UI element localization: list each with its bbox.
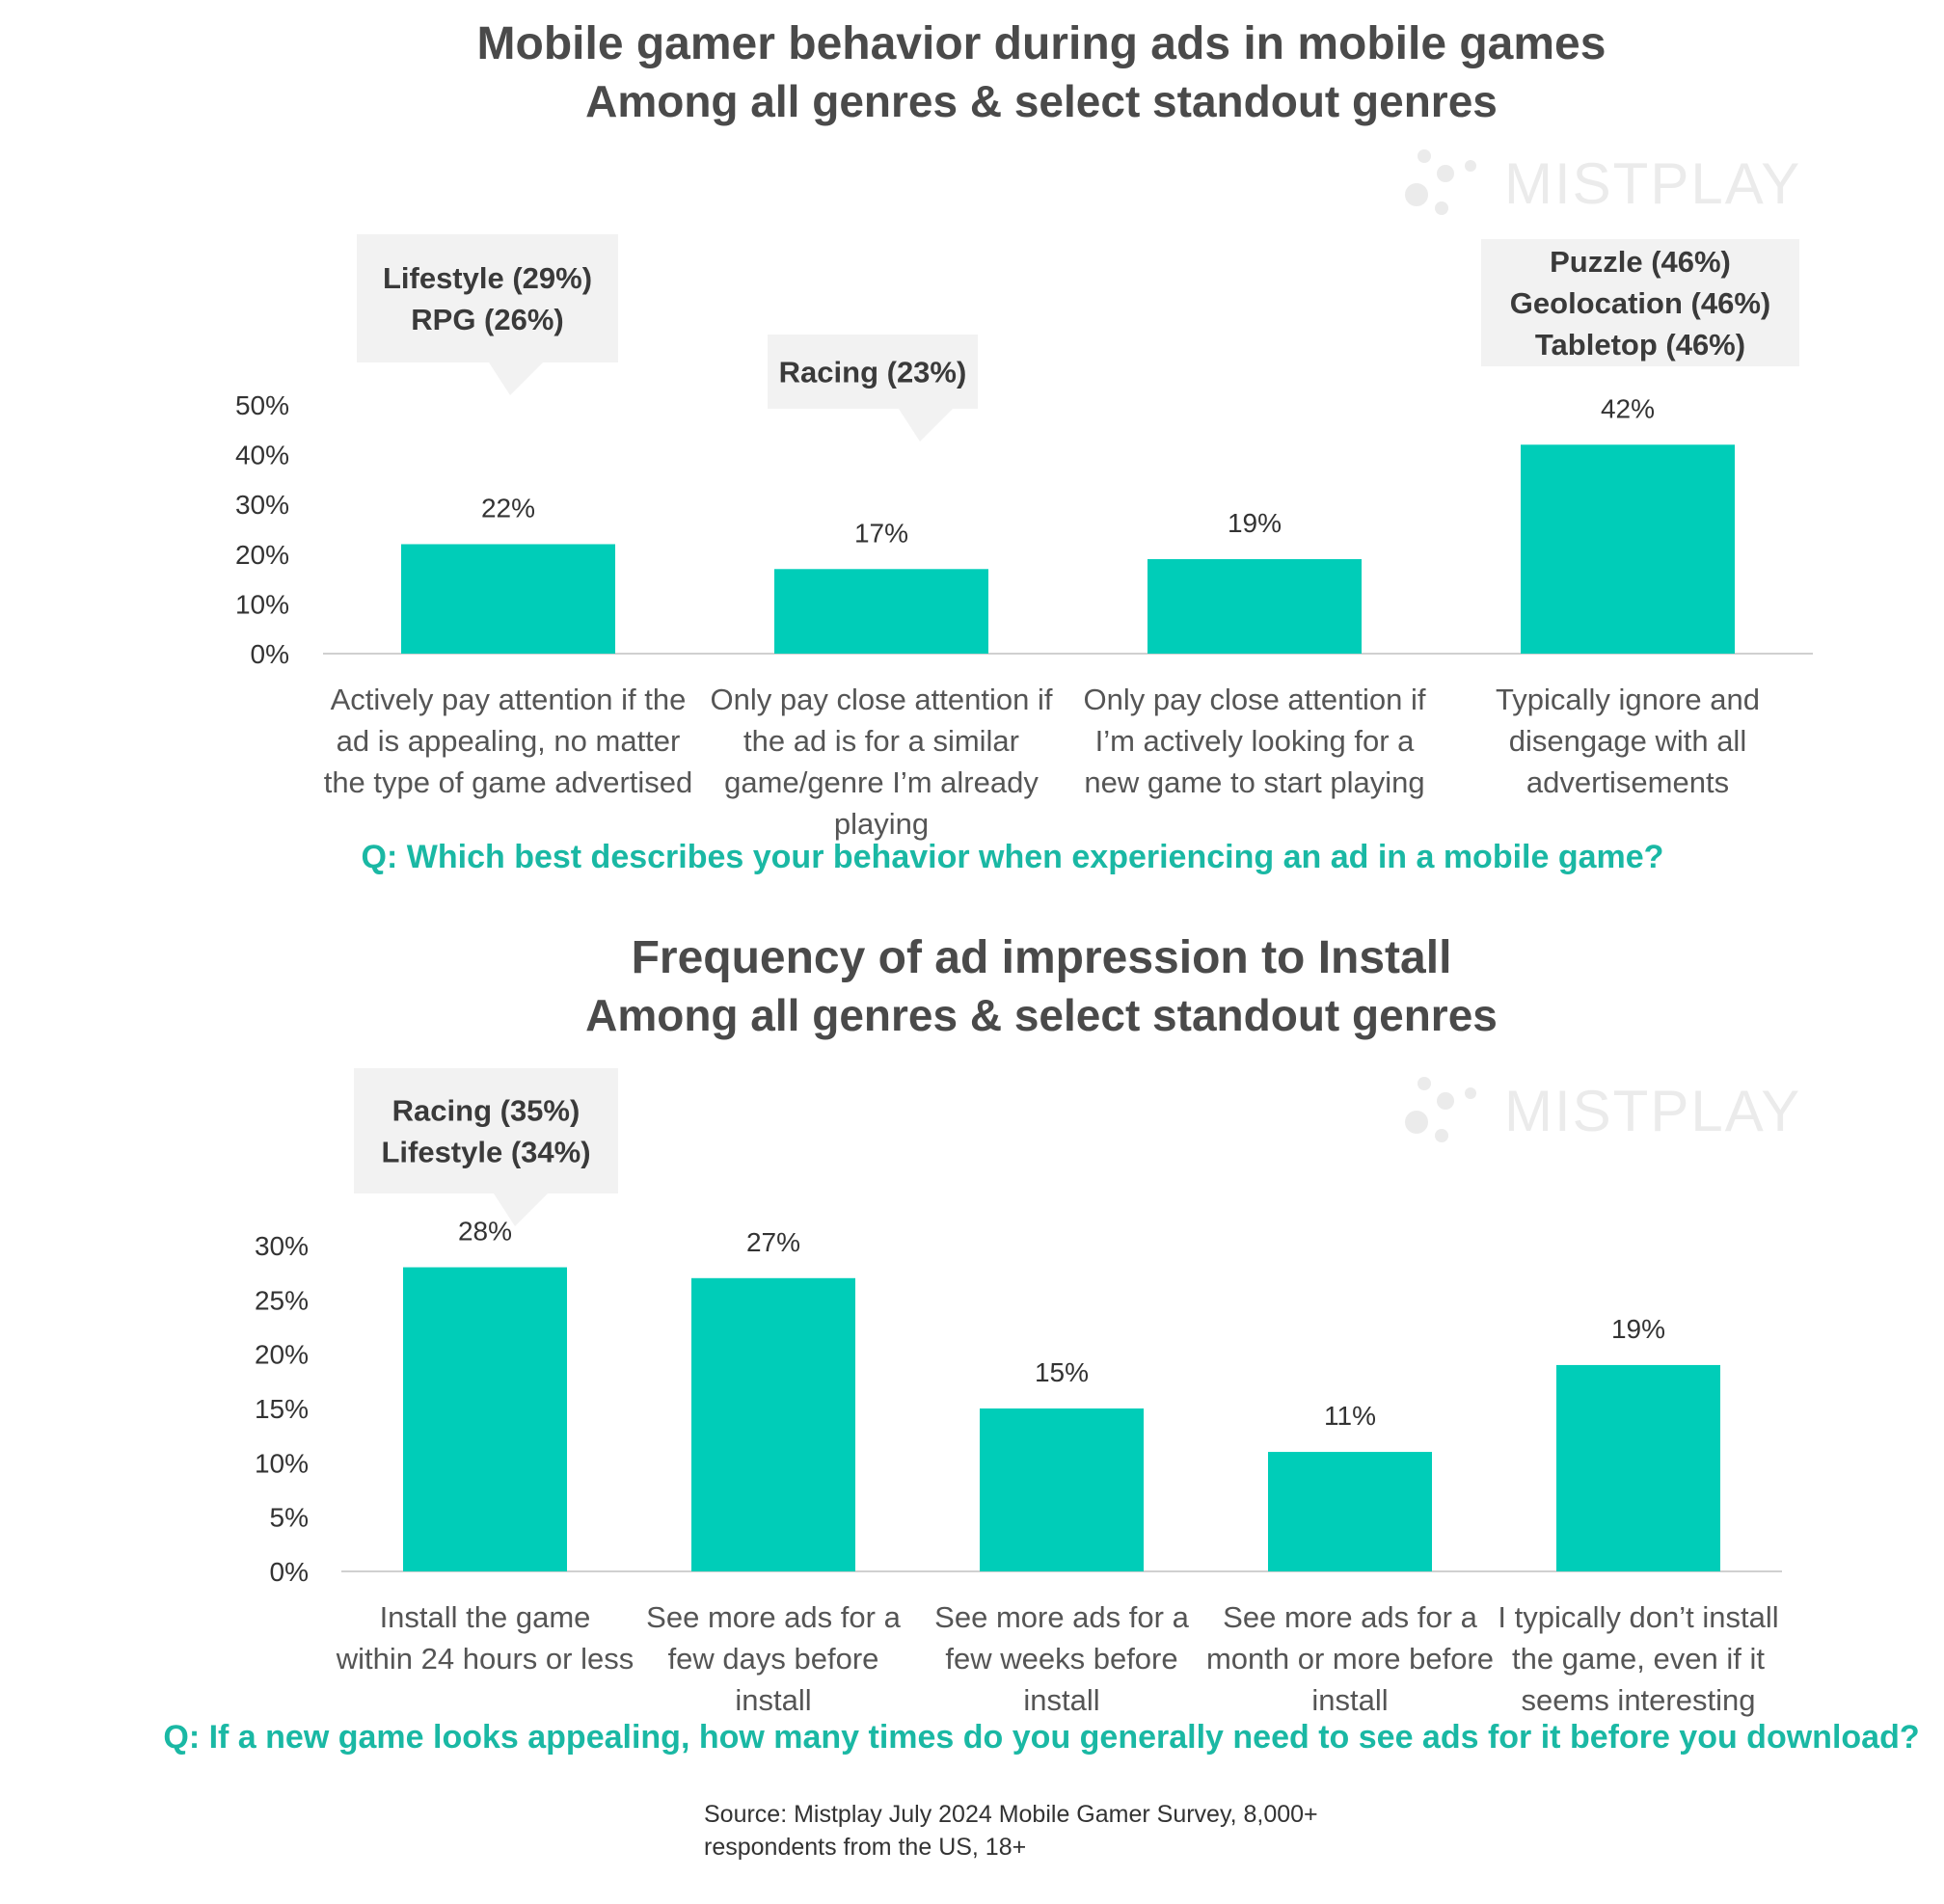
x-category-label: disengage with all [1509, 724, 1746, 758]
chart-2-question: Q: If a new game looks appealing, how ma… [163, 1719, 1920, 1756]
bar [1148, 558, 1362, 654]
callout-pointer [899, 409, 953, 442]
y-tick-label: 0% [270, 1557, 309, 1587]
x-category-label: playing [834, 807, 929, 841]
x-category-label: the game, even if it [1512, 1642, 1765, 1676]
genre-callout: Racing (23%) [768, 335, 978, 442]
x-category-label: few weeks before [945, 1642, 1177, 1676]
watermark-text: MISTPLAY [1504, 151, 1802, 216]
callout-box [768, 335, 978, 409]
x-category-label: I typically don’t install [1498, 1600, 1778, 1634]
bar-value-label: 28% [458, 1217, 512, 1247]
x-category-label: the type of game advertised [324, 765, 693, 799]
y-tick-label: 20% [235, 540, 289, 570]
chart-2-title: Frequency of ad impression to Install [631, 932, 1452, 983]
x-category-label: See more ads for a [1223, 1600, 1477, 1634]
x-category-label: seems interesting [1522, 1683, 1756, 1717]
callout-text: Lifestyle (29%) [383, 261, 592, 295]
source-line-1: Source: Mistplay July 2024 Mobile Gamer … [704, 1801, 1318, 1828]
x-category-label: Only pay close attention if [711, 683, 1053, 716]
genre-callout: Lifestyle (29%) RPG (26%) [357, 234, 618, 395]
y-tick-label: 50% [235, 390, 289, 420]
bar-value-label: 19% [1611, 1314, 1665, 1344]
bar [401, 544, 615, 654]
callout-pointer [494, 1193, 548, 1226]
x-category-label: install [735, 1683, 811, 1717]
y-tick-label: 10% [235, 589, 289, 619]
x-category-label: I’m actively looking for a [1095, 724, 1416, 758]
genre-callout: Puzzle (46%) Geolocation (46%) Tabletop (4… [1481, 239, 1799, 366]
dots-logo-icon [1405, 1077, 1476, 1142]
chart-2-subtitle: Among all genres & select standout genre… [585, 990, 1498, 1040]
chart-1-title: Mobile gamer behavior during ads in mobi… [476, 18, 1606, 69]
x-category-label: month or more before [1206, 1642, 1494, 1676]
bar-value-label: 15% [1035, 1357, 1089, 1387]
x-category-label: Actively pay attention if the [331, 683, 687, 716]
watermark-text: MISTPLAY [1504, 1079, 1802, 1143]
callout-text: Racing (35%) [392, 1094, 580, 1128]
x-category-label: Only pay close attention if [1084, 683, 1426, 716]
x-category-label: new game to start playing [1084, 765, 1424, 799]
chart-2-svg: 0% 5% 10% 15% 20% 25% 30% 28% Install the game wi… [255, 1068, 1782, 1717]
bar [980, 1408, 1144, 1571]
y-tick-label: 15% [255, 1394, 309, 1424]
y-tick-label: 20% [255, 1340, 309, 1370]
x-category-label: ad is appealing, no matter [337, 724, 681, 758]
dots-logo-icon [1405, 149, 1476, 215]
chart-1-subtitle: Among all genres & select standout genre… [585, 76, 1498, 126]
bar-value-label: 19% [1228, 508, 1282, 538]
y-tick-label: 0% [251, 639, 289, 669]
x-category-label: install [1023, 1683, 1099, 1717]
bar [774, 569, 988, 654]
chart-1-question: Q: Which best describes your behavior wh… [361, 839, 1664, 875]
bar [1556, 1364, 1720, 1571]
x-category-label: within 24 hours or less [336, 1642, 634, 1676]
y-tick-label: 30% [235, 490, 289, 520]
x-category-label: advertisements [1526, 765, 1729, 799]
x-category-label: few days before [668, 1642, 879, 1676]
x-category-label: game/genre I’m already [724, 765, 1039, 799]
x-category-label: See more ads for a [646, 1600, 901, 1634]
x-category-label: Typically ignore and [1496, 683, 1760, 716]
x-category-label: Install the game [380, 1600, 591, 1634]
y-tick-label: 5% [270, 1503, 309, 1533]
source-note: Source: Mistplay July 2024 Mobile Gamer … [704, 1798, 1379, 1864]
callout-text: Puzzle (46%) [1550, 245, 1731, 279]
bar-value-label: 11% [1324, 1401, 1376, 1431]
bar-value-label: 27% [746, 1227, 800, 1257]
chart-1-svg: 0% 10% 20% 30% 40% 50% 22% Actively pay attenti… [235, 234, 1813, 841]
bar [1268, 1452, 1432, 1571]
bar [1521, 444, 1735, 654]
genre-callout: Racing (35%) Lifestyle (34%) [354, 1068, 618, 1226]
y-tick-label: 30% [255, 1231, 309, 1261]
x-category-label: install [1311, 1683, 1388, 1717]
y-tick-label: 25% [255, 1285, 309, 1315]
bar [691, 1277, 855, 1571]
y-tick-label: 40% [235, 441, 289, 470]
callout-text: Racing (23%) [779, 356, 967, 389]
source-line-2: respondents from the US, 18+ [704, 1834, 1027, 1861]
callout-text: Lifestyle (34%) [381, 1136, 590, 1169]
callout-text: Tabletop (46%) [1535, 328, 1745, 362]
callout-box [354, 1068, 618, 1193]
bar-value-label: 42% [1601, 393, 1655, 423]
callout-box [357, 234, 618, 362]
y-tick-label: 10% [255, 1448, 309, 1478]
bar-value-label: 22% [481, 493, 535, 523]
callout-pointer [489, 362, 543, 395]
callout-text: Geolocation (46%) [1510, 286, 1770, 320]
callout-box [1481, 239, 1799, 366]
x-category-label: the ad is for a similar [743, 724, 1019, 758]
callout-text: RPG (26%) [411, 303, 563, 336]
bar-value-label: 17% [854, 518, 908, 548]
x-category-label: See more ads for a [934, 1600, 1189, 1634]
bar [403, 1267, 567, 1571]
